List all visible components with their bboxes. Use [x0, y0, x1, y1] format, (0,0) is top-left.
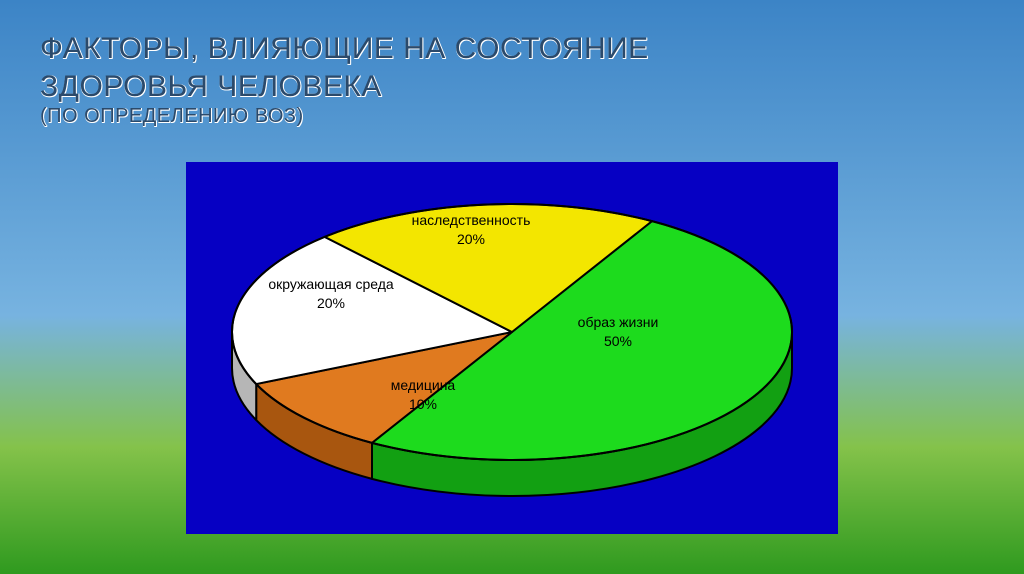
title-subtitle: (ПО ОПРЕДЕЛЕНИЮ ВОЗ) [40, 105, 760, 128]
title-block: ФАКТОРЫ, ВЛИЯЮЩИЕ НА СОСТОЯНИЕ ЗДОРОВЬЯ … [40, 30, 760, 128]
title-line2: ЗДОРОВЬЯ ЧЕЛОВЕКА [40, 68, 760, 106]
title-line1: ФАКТОРЫ, ВЛИЯЮЩИЕ НА СОСТОЯНИЕ [40, 30, 760, 68]
pie-chart-panel: образ жизни50%медицина10%окружающая сред… [186, 162, 838, 534]
slide-root: ФАКТОРЫ, ВЛИЯЮЩИЕ НА СОСТОЯНИЕ ЗДОРОВЬЯ … [0, 0, 1024, 574]
pie-chart-svg [186, 162, 838, 534]
